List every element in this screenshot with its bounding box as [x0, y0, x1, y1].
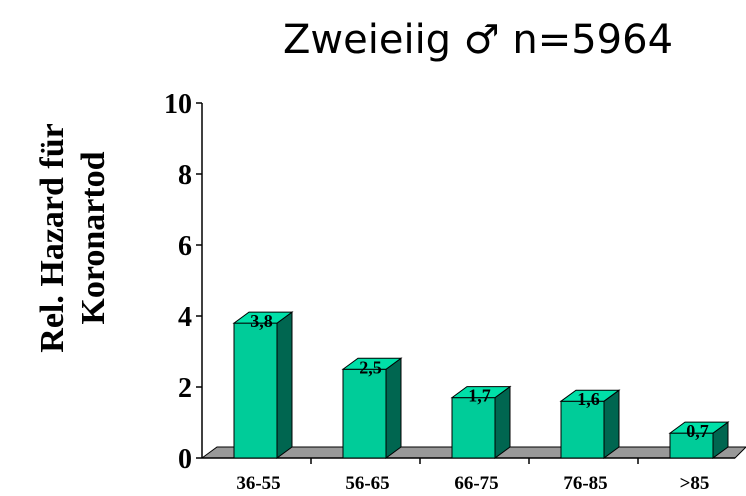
bar-top: [341, 357, 403, 370]
x-tick-label: 56-65: [345, 473, 389, 494]
data-label: 0,7: [686, 421, 709, 441]
bar-front: [669, 432, 714, 459]
bar-top: [668, 421, 730, 434]
bar-top: [559, 389, 621, 402]
bar-front: [560, 400, 605, 459]
bar-front: [342, 368, 387, 459]
y-tick-label: 2: [178, 373, 192, 404]
bar-top: [232, 311, 294, 324]
data-label: 2,5: [359, 357, 382, 377]
x-tick-label: 36-55: [236, 473, 280, 494]
bar-side: [603, 389, 620, 459]
bar-side: [276, 311, 293, 459]
data-label: 1,7: [468, 386, 491, 406]
x-tick-label: 76-85: [563, 473, 607, 494]
data-label: 3,8: [250, 311, 273, 331]
bar-side: [385, 357, 402, 459]
bar-top: [450, 386, 512, 399]
y-axis-title-line-2: Koronartod: [75, 151, 112, 324]
data-label: 1,6: [577, 389, 600, 409]
y-axis-title-line-1: Rel. Hazard für: [34, 123, 71, 352]
plot-area: 0 2 4 6 8 10 3,8 36-55 2,5 56-65 1,7 66-75 1,6 76-85 0…: [164, 89, 746, 494]
y-tick-label: 0: [178, 444, 192, 475]
bar-front: [233, 322, 278, 459]
y-tick-label: 4: [178, 302, 192, 333]
y-axis-title: Rel. Hazard für Koronartod: [34, 123, 112, 352]
x-tick-label: >85: [680, 473, 710, 494]
x-tick-label: 66-75: [454, 473, 498, 494]
chart-title: Zweieiig ♂ n=5964: [283, 17, 674, 63]
y-tick-label: 10: [164, 89, 192, 120]
bar-front: [451, 397, 496, 459]
y-tick-label: 6: [178, 231, 192, 262]
bar-side: [494, 385, 511, 459]
y-tick-label: 8: [178, 160, 192, 191]
